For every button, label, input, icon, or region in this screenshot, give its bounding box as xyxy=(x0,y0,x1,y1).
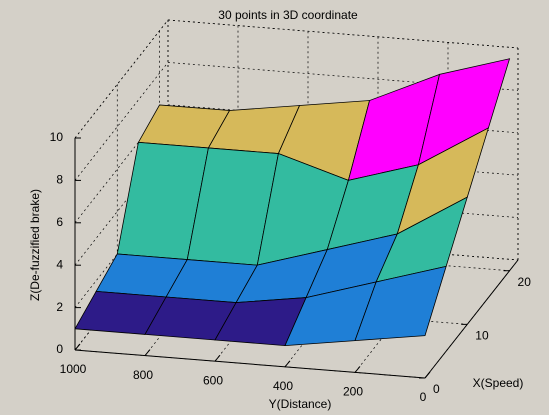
y-tick xyxy=(284,360,291,368)
grid-line xyxy=(74,62,169,181)
y-tick xyxy=(214,354,221,362)
surface-patch xyxy=(354,265,447,342)
y-tick-label: 0 xyxy=(420,390,427,404)
x-tick-label: 10 xyxy=(475,329,489,343)
z-axis-label: Z(De-fuzzified brake) xyxy=(28,189,42,301)
x-tick-label: 20 xyxy=(518,275,532,289)
z-tick-label: 0 xyxy=(56,342,63,356)
grid-line xyxy=(74,19,169,139)
y-tick xyxy=(354,366,361,373)
z-tick-label: 6 xyxy=(56,215,63,229)
chart-title: 30 points in 3D coordinate xyxy=(218,8,358,22)
z-tick-label: 4 xyxy=(56,257,63,271)
x-axis xyxy=(424,259,519,379)
y-tick-label: 600 xyxy=(203,373,223,387)
y-tick xyxy=(74,343,81,351)
grid-line xyxy=(167,19,519,49)
x-tick-label: 0 xyxy=(433,382,440,396)
x-axis-label: X(Speed) xyxy=(473,376,524,390)
y-tick-label: 200 xyxy=(343,385,363,399)
z-tick-label: 2 xyxy=(56,300,63,314)
y-tick xyxy=(424,371,431,379)
grid-line xyxy=(167,62,519,91)
y-axis-label: Y(Distance) xyxy=(269,397,332,411)
y-tick-label: 1000 xyxy=(60,362,87,376)
y-tick xyxy=(144,349,151,356)
y-tick-label: 400 xyxy=(273,379,293,393)
z-tick-label: 8 xyxy=(56,173,63,187)
z-tick-label: 10 xyxy=(50,130,64,144)
y-tick-label: 800 xyxy=(133,368,153,382)
y-axis xyxy=(74,349,426,379)
